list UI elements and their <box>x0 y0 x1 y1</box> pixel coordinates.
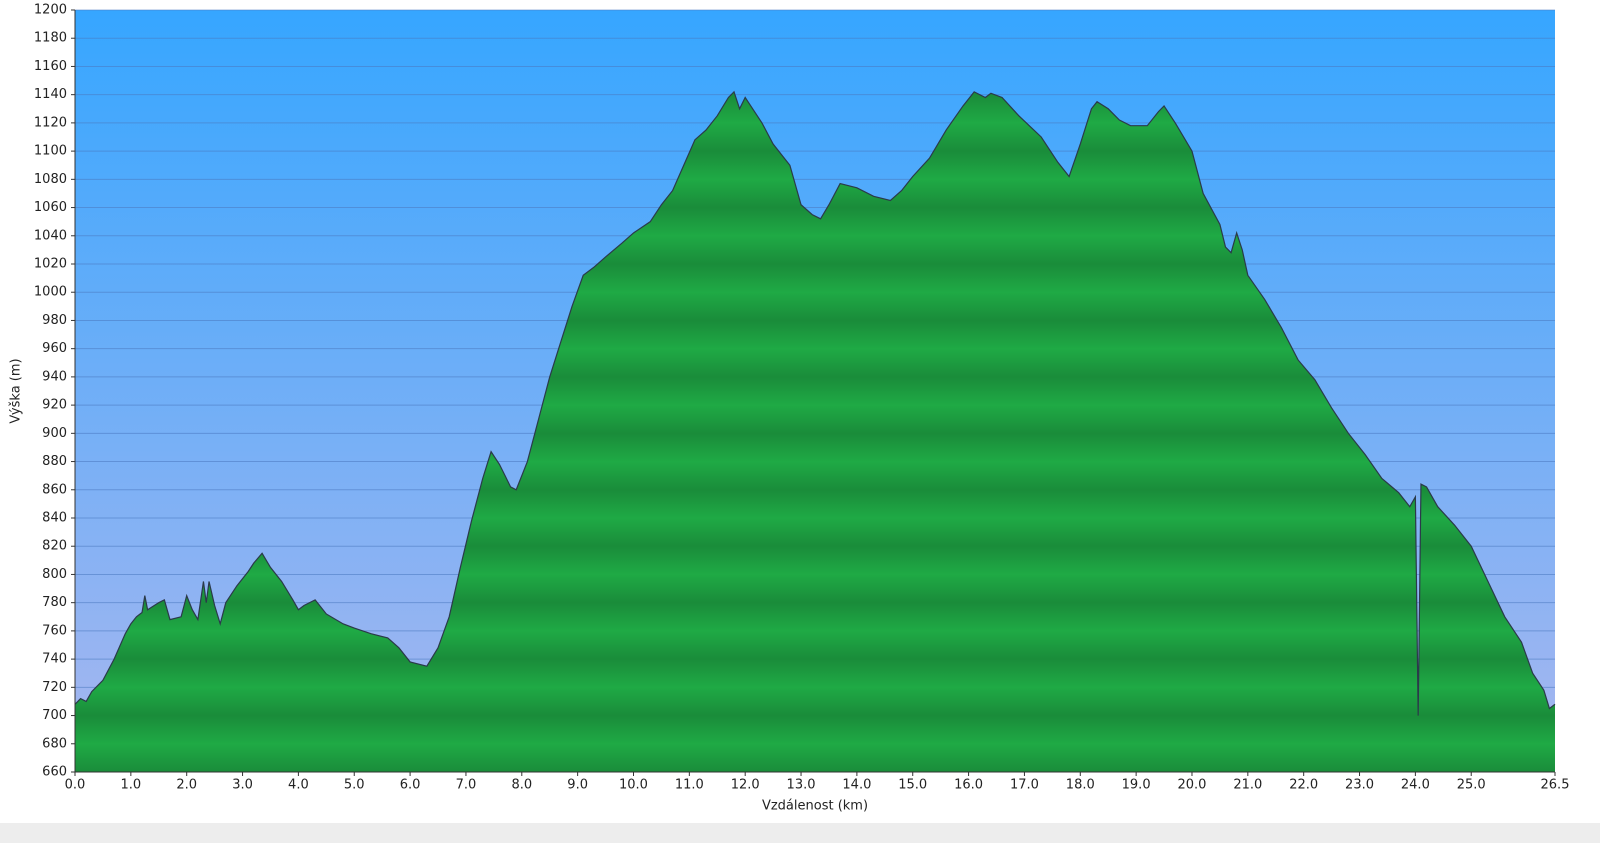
y-tick-label: 860 <box>42 482 67 497</box>
y-tick-label: 1100 <box>34 144 67 159</box>
x-tick-label: 16.0 <box>954 778 983 793</box>
y-tick-label: 760 <box>42 623 67 638</box>
y-tick-label: 820 <box>42 539 67 554</box>
x-tick-label: 2.0 <box>176 778 197 793</box>
x-tick-label: 23.0 <box>1345 778 1374 793</box>
x-tick-label: 20.0 <box>1178 778 1207 793</box>
elevation-line <box>74 90 1556 716</box>
y-tick-label: 940 <box>42 369 67 384</box>
x-tick-label: 19.0 <box>1122 778 1151 793</box>
x-tick-label: 12.0 <box>731 778 760 793</box>
y-tick-label: 1060 <box>34 200 67 215</box>
x-tick-label: 6.0 <box>400 778 421 793</box>
y-tick-label: 780 <box>42 595 67 610</box>
y-tick-label: 1020 <box>34 257 67 272</box>
x-tick-label: 24.0 <box>1401 778 1430 793</box>
x-axis-title: Vzdálenost (km) <box>762 799 868 814</box>
bottom-strip <box>0 823 1600 843</box>
x-tick-label: 22.0 <box>1289 778 1318 793</box>
y-tick-label: 1080 <box>34 172 67 187</box>
y-tick-label: 960 <box>42 341 67 356</box>
y-tick-label: 660 <box>42 765 67 780</box>
y-tick-label: 700 <box>42 708 67 723</box>
x-tick-label: 5.0 <box>344 778 365 793</box>
y-tick-label: 740 <box>42 652 67 667</box>
x-tick-label: 15.0 <box>898 778 927 793</box>
y-tick-label: 1000 <box>34 285 67 300</box>
y-tick-label: 1040 <box>34 228 67 243</box>
elevation-area <box>75 91 1555 773</box>
x-tick-label: 0.0 <box>65 778 86 793</box>
x-tick-label: 17.0 <box>1010 778 1039 793</box>
y-tick-label: 680 <box>42 736 67 751</box>
x-tick-label: 9.0 <box>567 778 588 793</box>
x-tick-label: 10.0 <box>619 778 648 793</box>
y-tick-label: 1120 <box>34 115 67 130</box>
x-tick-label: 25.0 <box>1457 778 1486 793</box>
x-tick-label: 3.0 <box>232 778 253 793</box>
y-tick-label: 880 <box>42 454 67 469</box>
y-tick-label: 920 <box>42 398 67 413</box>
y-tick-label: 1200 <box>34 3 67 18</box>
y-axis-title: Výška (m) <box>9 358 24 423</box>
y-tick-label: 720 <box>42 680 67 695</box>
x-tick-label: 7.0 <box>456 778 477 793</box>
x-tick-label: 11.0 <box>675 778 704 793</box>
y-tick-label: 1160 <box>34 59 67 74</box>
x-tick-label: 14.0 <box>842 778 871 793</box>
x-tick-label: 18.0 <box>1066 778 1095 793</box>
x-tick-label: 13.0 <box>787 778 816 793</box>
y-tick-label: 1180 <box>34 31 67 46</box>
x-tick-label: 26.5 <box>1541 778 1570 793</box>
y-tick-label: 840 <box>42 511 67 526</box>
x-tick-label: 8.0 <box>511 778 532 793</box>
y-tick-label: 900 <box>42 426 67 441</box>
x-tick-label: 1.0 <box>121 778 142 793</box>
y-tick-label: 980 <box>42 313 67 328</box>
x-tick-label: 4.0 <box>288 778 309 793</box>
y-tick-label: 1140 <box>34 87 67 102</box>
x-tick-label: 21.0 <box>1233 778 1262 793</box>
y-tick-label: 800 <box>42 567 67 582</box>
